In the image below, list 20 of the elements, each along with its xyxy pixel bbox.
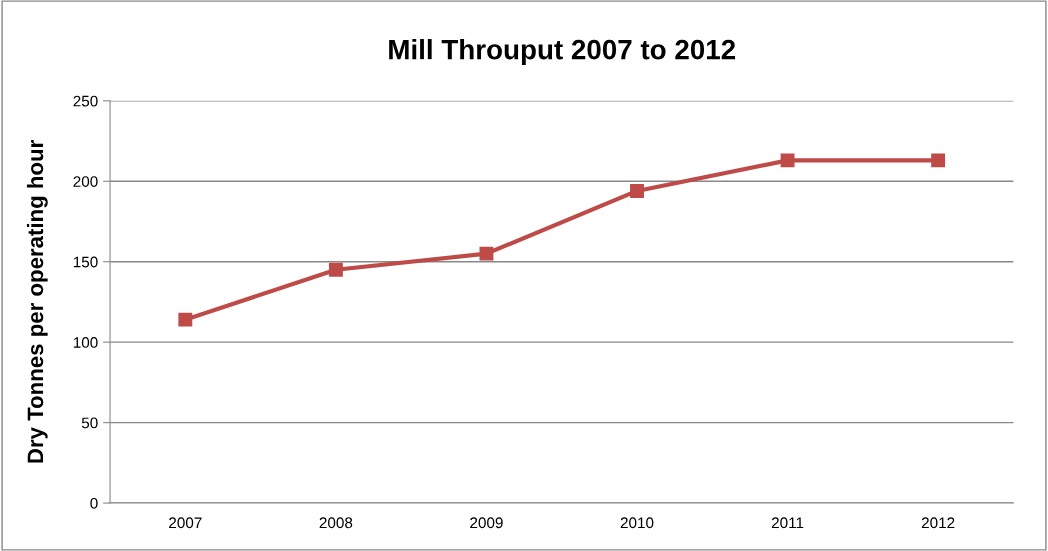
point bbox=[479, 246, 494, 261]
y-tick-label: 200 bbox=[73, 176, 98, 187]
y-tick-label: 100 bbox=[73, 337, 98, 348]
x-tick-label: 2008 bbox=[319, 517, 353, 529]
x-tick-label: 2011 bbox=[771, 517, 804, 529]
point bbox=[178, 312, 193, 327]
y-axis-title: Dry Tonnes per operating hour bbox=[26, 140, 48, 463]
y-tick-label: 50 bbox=[81, 417, 98, 429]
x-tick-label: 2012 bbox=[921, 517, 955, 529]
point bbox=[931, 153, 946, 168]
point bbox=[780, 153, 795, 168]
point bbox=[328, 262, 343, 277]
x-tick-label: 2010 bbox=[620, 517, 654, 529]
point bbox=[630, 183, 644, 198]
y-tick-label: 250 bbox=[73, 95, 98, 107]
y-tick-label: 0 bbox=[90, 497, 98, 509]
x-tick-label: 2009 bbox=[470, 517, 503, 529]
y-tick-label: 150 bbox=[73, 256, 98, 268]
chart-title: Mill Throuput 2007 to 2012 bbox=[389, 39, 736, 65]
x-tick-label: 2007 bbox=[169, 517, 202, 529]
